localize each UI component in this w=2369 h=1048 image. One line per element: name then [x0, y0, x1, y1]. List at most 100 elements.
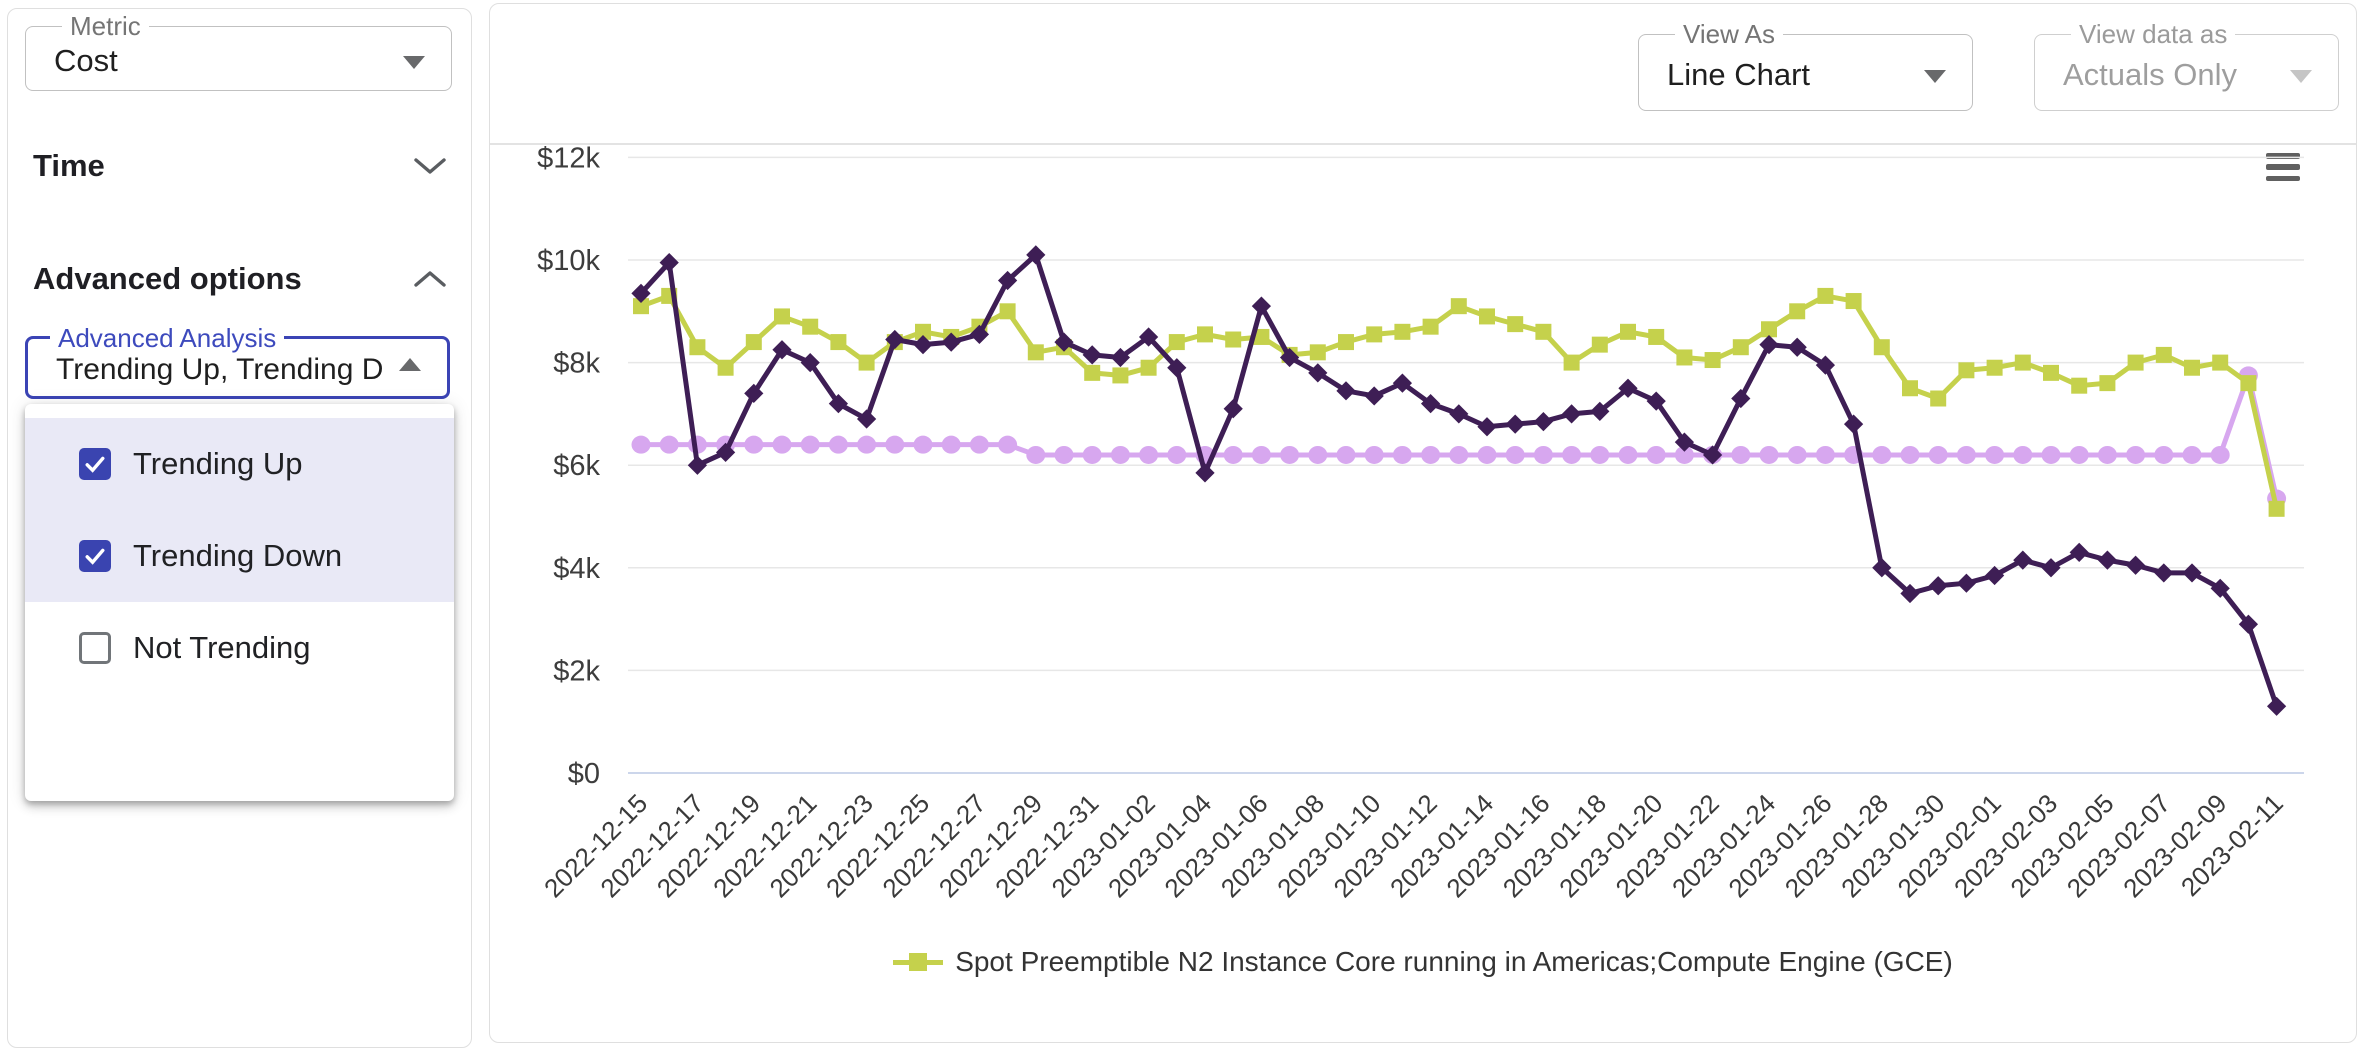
sidebar-section-advanced-options[interactable]: Advanced options [33, 257, 455, 301]
marker-square [1789, 303, 1806, 320]
marker-square [1761, 321, 1777, 338]
marker-diamond [1702, 445, 1723, 465]
marker-diamond [1477, 417, 1497, 437]
legend-label: Spot Preemptible N2 Instance Core runnin… [955, 946, 1953, 977]
menu-option-not-trending[interactable]: Not Trending [25, 602, 454, 694]
marker-square [2014, 354, 2031, 371]
marker-circle [1674, 445, 1694, 464]
marker-diamond [1505, 414, 1525, 434]
marker-square [2071, 377, 2088, 394]
marker-square [1620, 323, 1636, 340]
advanced-analysis-select[interactable]: Advanced Analysis Trending Up, Trending … [25, 325, 450, 399]
marker-circle [1449, 445, 1469, 464]
chevron-down-icon [2290, 69, 2312, 83]
marker-diamond [2182, 563, 2202, 583]
view-data-as-select[interactable]: View data as Actuals Only [2034, 21, 2339, 111]
marker-circle [1928, 445, 1948, 464]
marker-circle [1759, 445, 1779, 464]
legend-marker-icon [893, 951, 944, 973]
marker-square [802, 318, 819, 335]
hamburger-bar [2266, 153, 2300, 159]
marker-circle [2041, 445, 2061, 464]
y-axis-tick-label: $10k [537, 245, 600, 277]
marker-diamond [2238, 614, 2259, 634]
checkbox-unchecked-icon[interactable] [79, 632, 111, 664]
advanced-analysis-menu: Trending Up Trending Down Not Trending [25, 404, 454, 801]
marker-circle [1026, 445, 1046, 464]
marker-square [915, 323, 931, 340]
marker-circle [1308, 445, 1328, 464]
sidebar-section-time[interactable]: Time [33, 144, 455, 188]
marker-circle [1505, 445, 1525, 464]
chevron-down-icon [1924, 69, 1946, 83]
advanced-analysis-select-value: Trending Up, Trending D... [56, 352, 386, 386]
marker-square [633, 298, 649, 315]
menu-option-label: Trending Down [133, 538, 343, 573]
marker-circle [1872, 445, 1892, 464]
marker-diamond [2041, 558, 2061, 578]
menu-option-trending-up[interactable]: Trending Up [25, 418, 454, 510]
marker-square [2099, 375, 2116, 392]
marker-diamond [1956, 573, 1977, 593]
chart-context-menu-button[interactable] [2266, 153, 2300, 181]
marker-diamond [1026, 245, 1046, 265]
marker-diamond [2154, 563, 2174, 583]
marker-circle [1731, 445, 1751, 464]
marker-square [1338, 334, 1354, 351]
marker-circle [1223, 445, 1243, 464]
y-axis-tick-label: $2k [553, 655, 600, 687]
marker-diamond [715, 442, 736, 462]
marker-diamond [1364, 386, 1384, 406]
marker-square [858, 354, 875, 371]
view-as-select-label: View As [1675, 21, 1784, 48]
marker-circle [2069, 445, 2089, 464]
time-section-title: Time [33, 148, 105, 183]
marker-circle [1900, 445, 1920, 464]
marker-diamond [1533, 411, 1554, 432]
marker-square [2127, 354, 2144, 371]
checkbox-checked-icon[interactable] [79, 448, 111, 480]
marker-circle [1110, 445, 1130, 464]
checkbox-checked-icon[interactable] [79, 540, 111, 572]
view-data-as-select-label: View data as [2071, 21, 2236, 48]
marker-square [1253, 328, 1270, 345]
metric-select[interactable]: Metric Cost [25, 13, 452, 91]
marker-diamond [1308, 363, 1328, 383]
marker-square [717, 359, 734, 376]
marker-circle [913, 435, 933, 454]
marker-diamond [1167, 358, 1187, 378]
marker-square [1168, 334, 1185, 351]
marker-square [2155, 346, 2172, 363]
marker-circle [1618, 445, 1638, 464]
marker-circle [2013, 445, 2033, 464]
marker-square [1930, 390, 1947, 407]
marker-square [1366, 326, 1383, 343]
marker-diamond [2097, 550, 2118, 570]
marker-circle [941, 435, 961, 454]
marker-circle [857, 435, 877, 454]
hamburger-bar [2266, 175, 2300, 181]
marker-circle [659, 435, 679, 454]
marker-square [1591, 336, 1608, 353]
marker-circle [1054, 445, 1074, 464]
marker-square [1225, 331, 1242, 348]
marker-diamond [1843, 414, 1864, 434]
marker-diamond [2266, 696, 2287, 716]
marker-circle [744, 435, 764, 454]
marker-circle [1251, 445, 1271, 464]
marker-square [2184, 359, 2200, 376]
chart-plot: $0$2k$4k$6k$8k$10k$12k2022-12-152022-12-… [537, 142, 2304, 903]
series-labeled [633, 287, 2285, 517]
menu-option-trending-down[interactable]: Trending Down [25, 510, 454, 602]
view-as-select[interactable]: View As Line Chart [1638, 21, 1973, 111]
chart-card: View As Line Chart View data as Actuals … [489, 3, 2357, 1043]
marker-diamond [1195, 463, 1215, 483]
marker-square [745, 334, 762, 351]
chart-legend[interactable]: Spot Preemptible N2 Instance Core runnin… [490, 946, 2356, 978]
marker-circle [2154, 445, 2174, 464]
y-axis-tick-label: $6k [553, 450, 600, 482]
marker-square [2240, 375, 2257, 392]
series-line [638, 252, 2280, 709]
series-unlabeled-2 [631, 245, 2287, 716]
marker-circle [828, 435, 848, 454]
